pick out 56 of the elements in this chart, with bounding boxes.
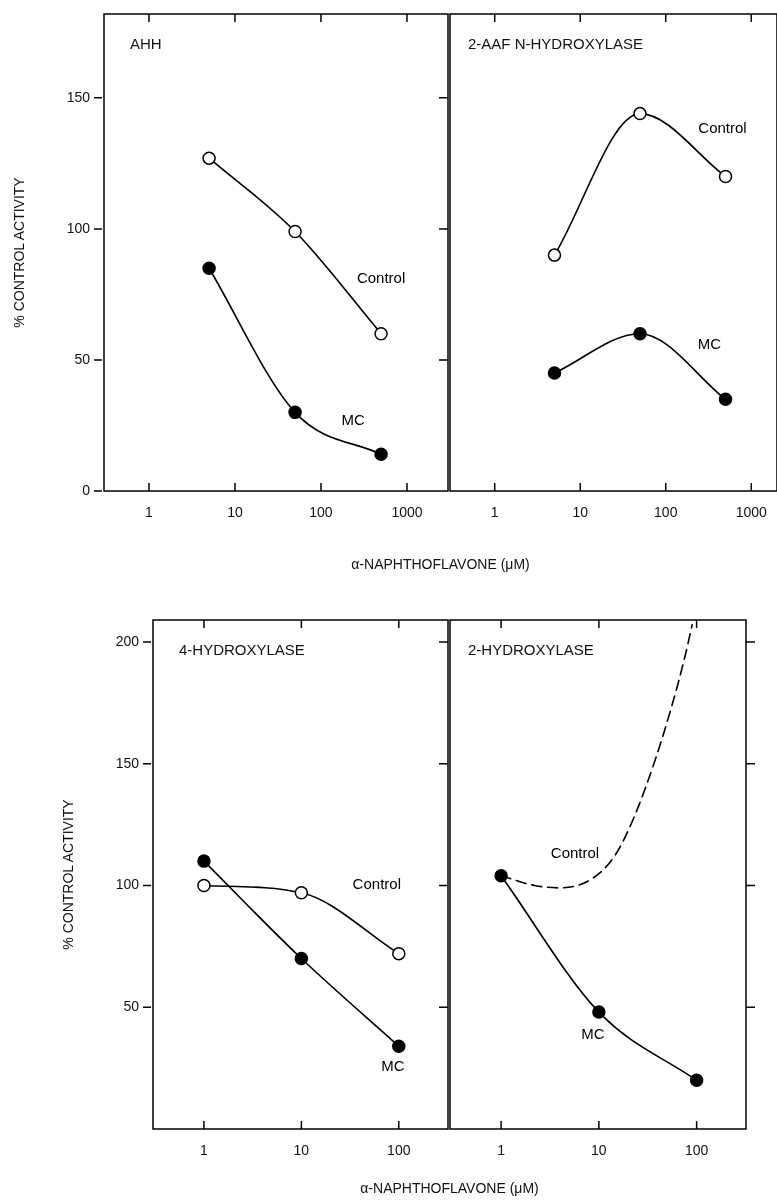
point <box>633 106 647 121</box>
point <box>294 886 309 900</box>
point <box>392 1039 406 1053</box>
y-axis-title: % CONTROL ACTIVITY <box>10 176 27 328</box>
x-tick-label: 1000 <box>391 503 423 520</box>
point <box>718 169 733 184</box>
point <box>288 405 302 420</box>
x-axis-title: α-NAPHTHOFLAVONE (μM) <box>359 1180 540 1196</box>
point <box>202 261 216 275</box>
x-tick-label: 1 <box>497 1141 506 1158</box>
point <box>197 878 211 893</box>
text: 4-HYDROXYLASE <box>179 641 305 659</box>
x-tick-label: 1 <box>490 503 499 520</box>
point <box>202 151 216 165</box>
y-tick-label: 200 <box>115 632 140 649</box>
text: AHH <box>130 35 162 53</box>
series-label: MC <box>697 335 722 353</box>
y-tick-label: 100 <box>115 876 140 893</box>
x-tick-label: 100 <box>309 503 333 520</box>
x-tick-label: 1 <box>200 1141 209 1158</box>
series-label: Control <box>356 268 406 286</box>
point <box>633 327 647 341</box>
point <box>718 392 733 407</box>
series-label: MC <box>581 1025 605 1043</box>
y-tick-label: 0 <box>82 481 91 498</box>
series-label: MC <box>381 1057 405 1075</box>
y-tick-label: 150 <box>66 88 91 105</box>
text: 2-AAF N-HYDROXYLASE <box>468 35 644 53</box>
series-label: MC <box>341 410 365 428</box>
point <box>288 224 302 239</box>
point <box>374 447 388 462</box>
point <box>547 248 562 262</box>
x-tick-label: 10 <box>293 1141 310 1158</box>
point <box>547 366 562 380</box>
x-tick-label: 10 <box>572 503 589 520</box>
point <box>374 327 388 341</box>
x-tick-label: 1 <box>145 503 154 520</box>
y-tick-label: 150 <box>115 754 140 771</box>
x-tick-label: 100 <box>387 1141 411 1158</box>
x-tick-label: 10 <box>227 503 243 520</box>
point <box>197 854 211 868</box>
series-label: Control <box>352 874 401 892</box>
x-tick-label: 100 <box>654 503 678 520</box>
text: 2-HYDROXYLASE <box>468 641 594 659</box>
x-axis-title: α-NAPHTHOFLAVONE (μM) <box>350 556 531 572</box>
x-tick-label: 100 <box>684 1141 709 1158</box>
series-label: Control <box>550 844 600 862</box>
x-tick-label: 10 <box>591 1141 607 1158</box>
point <box>294 951 309 966</box>
point <box>392 946 406 961</box>
y-axis-title: % CONTROL ACTIVITY <box>59 798 76 950</box>
y-tick-label: 50 <box>74 350 91 367</box>
y-tick-label: 50 <box>123 998 140 1015</box>
series-label: Control <box>698 118 747 136</box>
y-tick-label: 100 <box>66 219 91 236</box>
x-tick-label: 1000 <box>735 503 768 520</box>
